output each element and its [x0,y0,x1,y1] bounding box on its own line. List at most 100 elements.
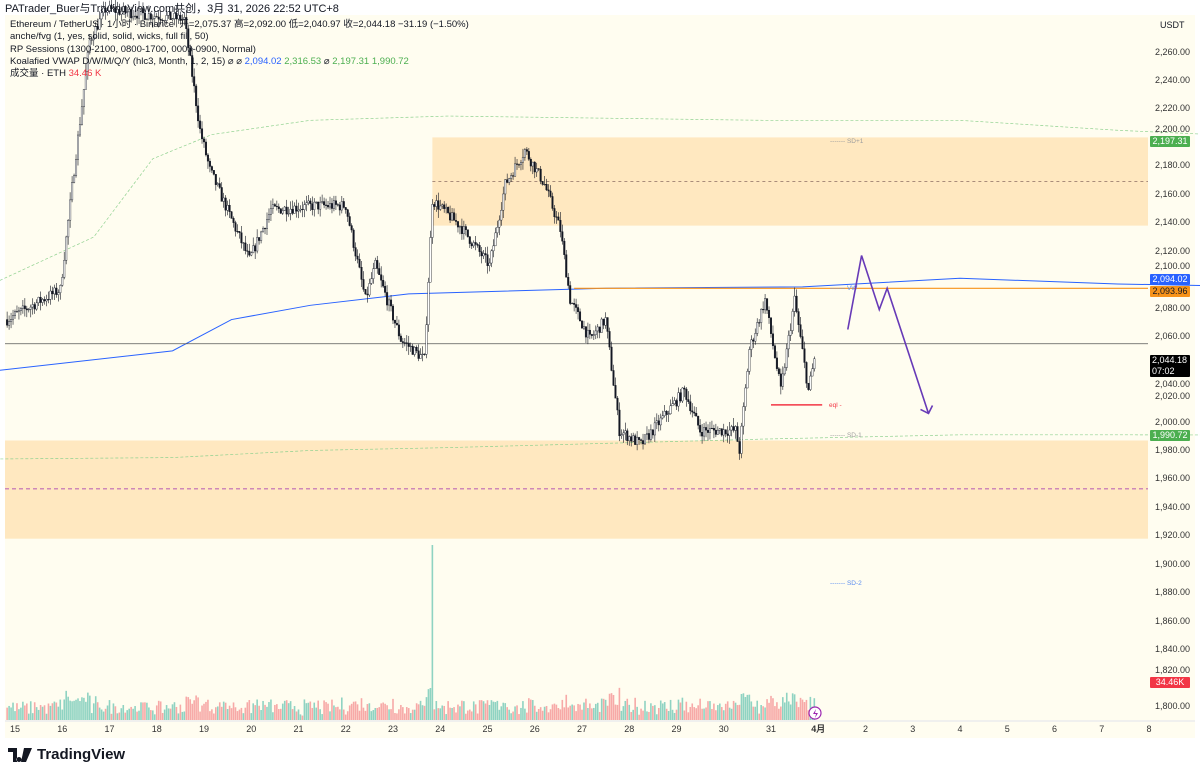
volume-bar [472,701,475,720]
volume-title: 成交量 · ETH [10,68,66,80]
volume-bar [673,712,676,720]
volume-bar [360,698,363,720]
candle [460,226,463,234]
candle [586,329,589,338]
candle [738,441,741,454]
candle [592,334,595,336]
candle [199,120,202,129]
candle [195,85,198,107]
candle [415,347,418,352]
volume-bar [770,695,772,720]
volume-bar [654,705,656,720]
candle [220,187,223,202]
candle [244,242,247,252]
candle [392,305,395,321]
volume-bar [433,709,436,720]
volume-bar [553,703,556,720]
volume-bar [291,709,294,720]
candle [598,326,601,333]
candle [130,9,133,19]
candle [147,13,150,20]
candle [807,382,810,390]
candle [226,205,229,211]
candle [657,420,660,426]
candle [537,168,540,170]
candle [59,285,62,293]
symbol-legend[interactable]: Ethereum / TetherUS · 1小时 · Binance 开=2,… [10,19,469,31]
candle [464,226,467,230]
candle [645,433,648,435]
volume-bar [522,701,524,720]
volume-bar [402,707,404,720]
candle [453,212,456,221]
candle [569,285,572,304]
vwap-value: 2,197.31 [332,55,370,67]
candle [45,299,48,302]
volume-bar [404,713,406,720]
volume-bar [331,699,333,720]
candle [785,348,788,368]
volume-bar [132,708,134,720]
candle [695,413,698,417]
volume-bar [150,710,152,720]
candle [122,6,125,12]
candle [165,15,168,21]
volume-bar [585,698,587,720]
candle [145,18,148,20]
volume-bar [238,709,241,720]
volume-bar [165,705,168,720]
candle [547,189,550,192]
volume-bar [703,708,705,720]
time-tick: 6 [1051,724,1058,734]
candle [393,319,396,324]
price-tick: 2,240.00 [1155,74,1191,85]
indicator-vwap[interactable]: Koalafied VWAP D/W/M/Q/Y (hlc3, Month, 1… [10,56,469,68]
candle [468,236,471,244]
currency-label[interactable]: USDT [1160,20,1185,30]
price-tick: 1,860.00 [1155,615,1191,626]
volume-bar [650,703,652,720]
volume-bar [478,700,481,720]
candle [701,432,704,437]
candle [565,254,568,278]
volume-bar [254,705,256,720]
candle [630,436,633,442]
volume-bar [8,705,10,720]
volume-bar [335,707,337,720]
candle [301,208,304,210]
chart-pane[interactable] [5,15,1195,738]
indicator-sessions[interactable]: RP Sessions (1300-2100, 0800-1700, 0000-… [10,43,256,55]
candle [271,204,274,209]
volume-bar [274,704,276,720]
candle [413,347,416,355]
volume-bar [67,696,69,720]
candle [671,403,674,407]
volume-bar [797,707,800,720]
volume-bar [146,702,148,720]
candle [703,427,706,437]
candle [720,428,723,436]
candle [104,7,107,13]
price-tick: 1,940.00 [1155,501,1191,512]
volume-bar [179,704,182,720]
time-tick: 5 [1004,724,1010,734]
volume-bar [215,707,217,720]
volume-bar [201,705,203,720]
candle [449,212,452,221]
candle [189,47,192,56]
indicator-volume[interactable]: 成交量 · ETH 34.46 K [10,68,469,80]
candle [559,219,562,232]
volume-bar [756,700,759,720]
volume-bar [591,708,593,720]
indicator-fvg[interactable]: anche/fvg (1, yes, solid, solid, wicks, … [10,31,209,43]
volume-bar [14,711,16,720]
volume-bar [423,705,426,720]
candle [632,435,635,442]
candle [55,287,58,295]
volume-bar [171,704,174,720]
volume-bar [659,700,662,720]
volume-bar [264,704,266,720]
candle [297,209,300,212]
candle [596,326,599,332]
